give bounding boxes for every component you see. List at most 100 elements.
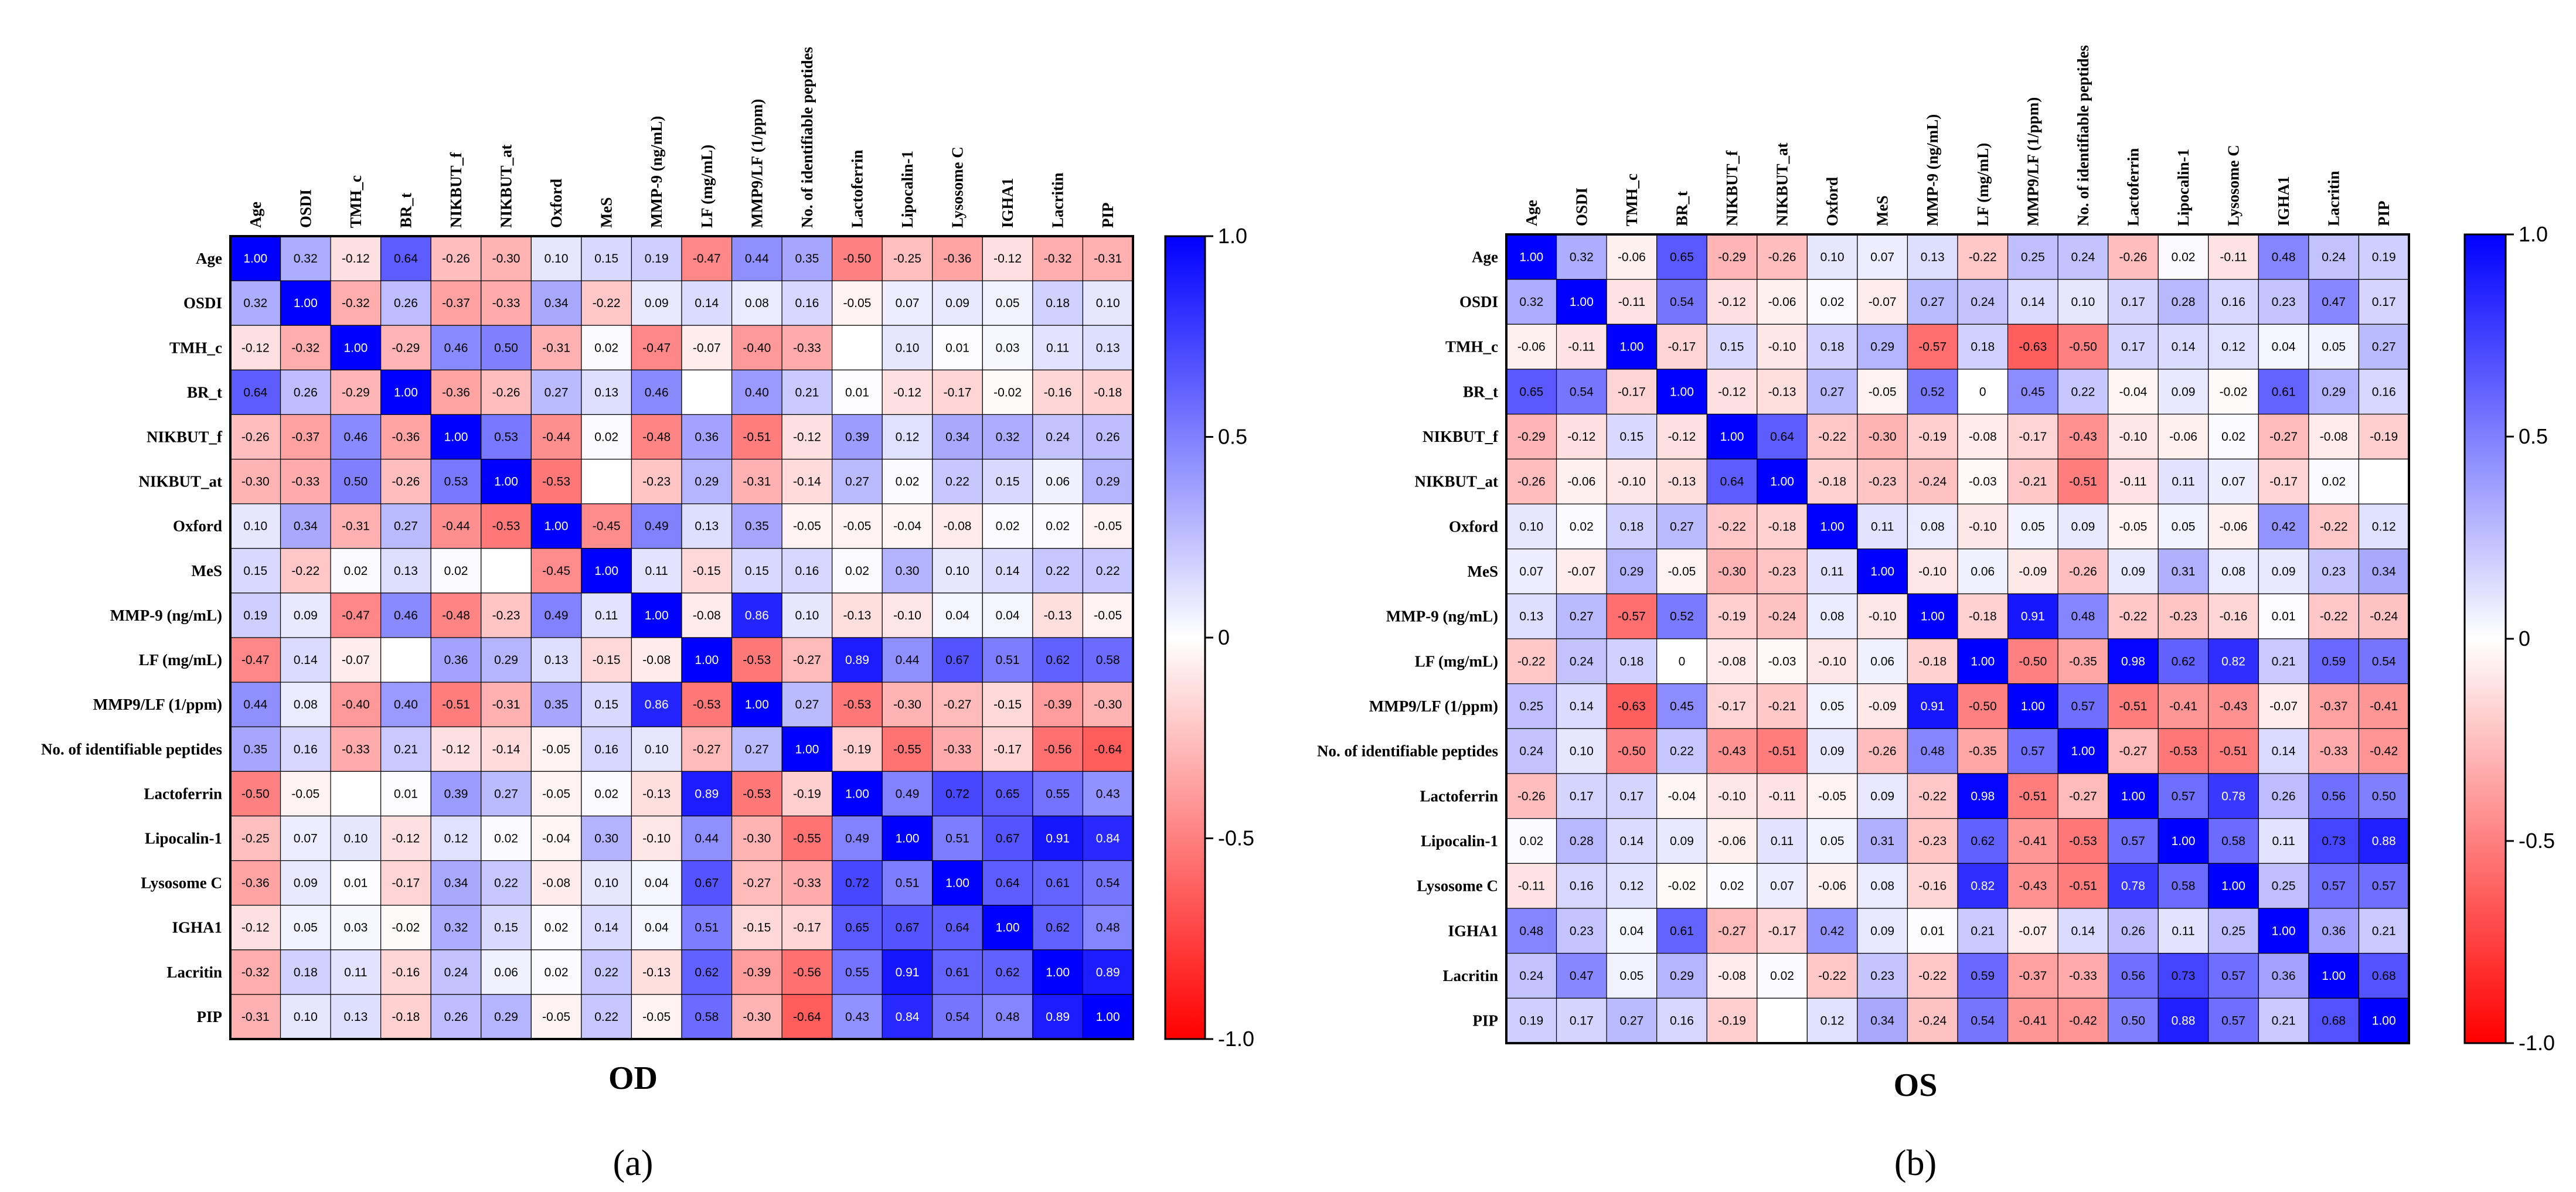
heatmap-cell <box>1857 279 1908 325</box>
cell-value-label: 0.17 <box>1570 789 1594 803</box>
heatmap-cell <box>1757 818 1808 864</box>
cell-value-label: 0.29 <box>1670 969 1694 983</box>
cell-value-label: 0.40 <box>394 698 418 711</box>
cell-value-label: -0.56 <box>793 966 821 979</box>
cell-value-label: 0.89 <box>845 653 869 667</box>
cell-value-label: -0.12 <box>241 341 270 355</box>
heatmap-cell <box>430 414 482 460</box>
cell-value-label: 0.24 <box>1971 295 1995 309</box>
cell-value-label: -0.12 <box>893 386 921 399</box>
row-label-osdi: OSDI <box>183 294 222 312</box>
heatmap-cell <box>2258 773 2309 819</box>
cell-value-label: -0.33 <box>342 743 370 756</box>
cell-value-label: 0.21 <box>1971 924 1995 938</box>
cell-value-label: -0.41 <box>2019 1014 2047 1028</box>
heatmap-cell <box>781 325 833 370</box>
cell-value-label: 0.27 <box>1570 610 1594 624</box>
cell-value-label: 0.78 <box>2221 789 2245 803</box>
cell-value-label: 0.17 <box>1570 1014 1594 1028</box>
heatmap-cell <box>2108 638 2159 684</box>
heatmap-cell <box>1857 818 1908 864</box>
cell-value-label: 0.27 <box>2372 340 2396 354</box>
cell-value-label: -0.08 <box>542 877 570 890</box>
cell-value-label: 0.32 <box>1570 250 1594 264</box>
cell-value-label: -0.17 <box>1768 924 1796 938</box>
cell-value-label: -0.19 <box>2370 430 2398 444</box>
heatmap-cell <box>2208 458 2259 505</box>
colorbar <box>2463 233 2507 1044</box>
heatmap-cell <box>2358 908 2410 954</box>
cell-value-label: 0.29 <box>1870 340 1894 354</box>
heatmap-cell <box>2057 953 2109 999</box>
colorbar-tick-label: 0.5 <box>1218 425 1247 449</box>
cell-value-label: 0.35 <box>745 520 769 533</box>
column-label-lysosome-c: Lysosome C <box>949 147 967 228</box>
heatmap-cell <box>1757 323 1808 370</box>
cell-value-label: -0.44 <box>542 431 570 444</box>
heatmap-cell <box>481 325 532 370</box>
heatmap-cell <box>2308 863 2360 909</box>
heatmap-os-panel: 1.00 0.32 -0.06 0.65 -0.29 -0.26 0.10 0.07 0.13-… <box>1317 45 2555 1183</box>
cell-value-label: -0.32 <box>1044 252 1072 265</box>
cell-value-label: -0.02 <box>1668 880 1696 893</box>
cell-value-label: 0.09 <box>2272 565 2296 578</box>
cell-value-label: -0.05 <box>291 787 319 801</box>
heatmap-cell <box>2358 323 2410 370</box>
heatmap-cell <box>1957 818 2009 864</box>
heatmap-cell <box>1656 908 1707 954</box>
cell-value-label: 0.09 <box>1670 835 1694 848</box>
cell-value-label: 0.22 <box>1670 745 1694 758</box>
cell-value-label: 0.36 <box>2322 924 2346 938</box>
cell-value-label: 1.00 <box>996 921 1020 935</box>
heatmap-cell <box>631 280 682 326</box>
heatmap-cell <box>2158 683 2209 729</box>
heatmap-cell <box>2057 279 2109 325</box>
cell-value-label: -0.08 <box>642 653 671 667</box>
heatmap-cell <box>1757 863 1808 909</box>
cell-value-label: -0.37 <box>442 297 470 310</box>
cell-value-label: -0.13 <box>1768 385 1796 399</box>
heatmap-cell <box>1806 234 1858 280</box>
cell-value-label: 0.06 <box>494 966 518 979</box>
heatmap-cell <box>1907 683 1958 729</box>
cell-value-label: -0.24 <box>2370 610 2398 624</box>
cell-value-label: 0.68 <box>2372 969 2396 983</box>
heatmap-cell <box>481 682 532 727</box>
cell-value-label: 0.14 <box>294 653 318 667</box>
cell-value-label: -0.48 <box>642 431 671 444</box>
heatmap-cell <box>1806 683 1858 729</box>
heatmap-cell <box>2007 953 2058 999</box>
cell-value-label: -0.10 <box>1718 789 1746 803</box>
heatmap-cell <box>430 905 482 951</box>
cell-value-label: 0.36 <box>2272 969 2296 983</box>
cell-value-label: -0.26 <box>1517 475 1546 489</box>
row-label-osdi: OSDI <box>1459 293 1498 311</box>
cell-value-label: 0.13 <box>1519 610 1543 624</box>
cell-value-label: 0.26 <box>2121 924 2145 938</box>
heatmap-cell <box>1957 638 2009 684</box>
cell-value-label: 0.49 <box>545 609 569 622</box>
heatmap-cell <box>1032 771 1084 817</box>
cell-value-label: 1.00 <box>845 787 869 801</box>
heatmap-cell <box>380 280 431 326</box>
cell-value-label: -0.16 <box>1044 386 1072 399</box>
cell-value-label: 0.15 <box>1720 340 1744 354</box>
cell-value-label: -0.11 <box>2220 250 2247 264</box>
heatmap-cell <box>1706 234 1758 280</box>
cell-value-label: -0.47 <box>342 609 370 622</box>
heatmap-cell <box>2208 863 2259 909</box>
cell-value-label: 0.16 <box>1570 880 1594 893</box>
cell-value-label: 0.01 <box>845 386 869 399</box>
cell-value-label: 0.51 <box>695 921 719 935</box>
cell-value-label: 0.14 <box>2272 745 2296 758</box>
cell-value-label: -0.07 <box>693 341 721 355</box>
cell-value-label: 0.47 <box>2322 295 2346 309</box>
cell-value-label: 0.22 <box>594 966 618 979</box>
cell-value-label: 0.10 <box>896 341 920 355</box>
cell-value-label: -0.04 <box>1668 789 1696 803</box>
heatmap-cell <box>781 860 833 906</box>
cell-value-label: 0.08 <box>2221 565 2245 578</box>
cell-value-label: -0.06 <box>1618 250 1646 264</box>
heatmap-cell <box>1032 592 1084 638</box>
cell-value-label: -0.05 <box>843 520 872 533</box>
